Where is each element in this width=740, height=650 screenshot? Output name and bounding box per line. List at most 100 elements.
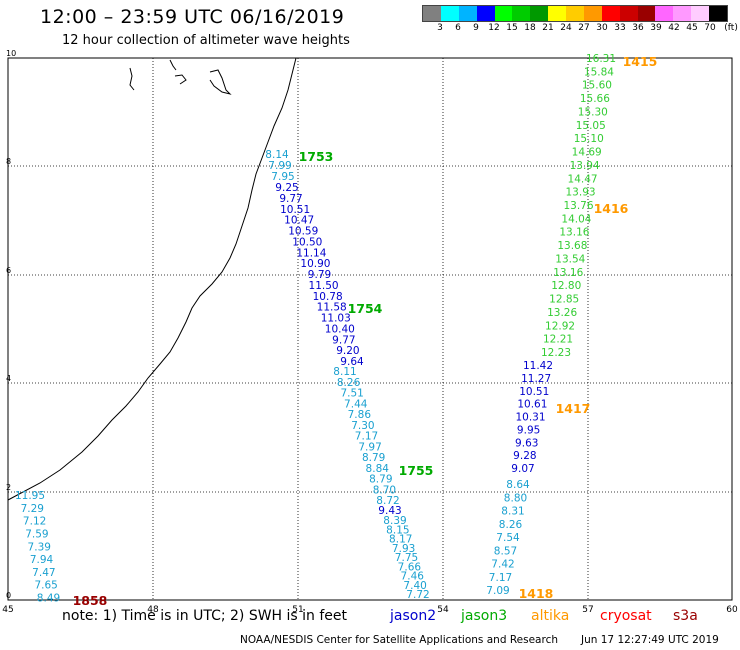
legend-tick-label: 12 — [488, 23, 500, 33]
wave-height-label: 8.70 — [373, 484, 396, 496]
wave-height-label: 10.47 — [284, 215, 314, 227]
legend-swatch — [583, 6, 602, 21]
wave-height-label: 7.94 — [30, 554, 54, 566]
wave-height-label: 14.47 — [568, 173, 598, 185]
altimeter-tracks: 11.957.297.127.597.397.947.477.658.49 8.1… — [15, 53, 616, 605]
wave-height-label: 8.84 — [366, 463, 390, 475]
y-tick-label: 2 — [6, 483, 11, 492]
legend-tick-label: 45 — [686, 23, 698, 33]
legend-swatch — [566, 6, 584, 21]
legend-tick-label: 33 — [614, 23, 626, 33]
wave-height-label: 9.77 — [279, 193, 302, 205]
wave-height-label: 7.39 — [28, 541, 51, 553]
wave-height-label: 15.60 — [582, 80, 612, 92]
legend-swatch — [494, 6, 513, 21]
wave-height-label: 7.65 — [34, 580, 57, 592]
y-tick-label: 4 — [6, 374, 11, 383]
wave-height-label: 9.25 — [275, 182, 298, 194]
wave-height-label: 8.39 — [383, 515, 406, 527]
pass-time-label: 1417 — [556, 401, 591, 416]
wave-height-label: 7.12 — [23, 516, 46, 528]
legend-color-bar — [422, 5, 728, 22]
x-tick-label: 48 — [147, 605, 159, 615]
wave-height-label: 13.16 — [553, 267, 583, 279]
legend-tick-label: 6 — [455, 23, 461, 33]
legend-swatch — [530, 6, 549, 21]
wave-height-label: 11.27 — [521, 373, 551, 385]
y-tick-label: 8 — [6, 157, 11, 166]
wave-height-label: 7.97 — [358, 441, 381, 453]
wave-height-label: 10.51 — [519, 386, 549, 398]
legend-tick-label: 30 — [596, 23, 608, 33]
footer-credit: NOAA/NESDIS Center for Satellite Applica… — [240, 634, 558, 646]
wave-height-label: 13.16 — [559, 227, 589, 239]
wave-height-label: 7.47 — [32, 567, 55, 579]
wave-height-label: 7.54 — [496, 532, 520, 544]
pass-time-label: 1755 — [399, 463, 434, 478]
chart-subtitle: 12 hour collection of altimeter wave hei… — [62, 33, 350, 48]
wave-height-label: 7.17 — [489, 572, 512, 584]
pass-time-label: 1415 — [623, 54, 658, 69]
legend-s3a: s3a — [673, 608, 698, 624]
legend-swatch — [601, 6, 620, 21]
wave-height-label: 7.75 — [395, 552, 418, 564]
wave-height-label: 7.66 — [398, 561, 422, 573]
wave-height-label: 7.40 — [403, 580, 426, 592]
wave-height-label: 15.05 — [576, 120, 606, 132]
legend-labels: 3 6 9 12 15 18 21 24 27 30 33 36 39 42 45 70 (ft) — [422, 23, 738, 37]
wave-height-label: 7.93 — [392, 543, 415, 555]
wave-height-label: 8.26 — [337, 377, 361, 389]
pass-time-label: 1416 — [594, 201, 629, 216]
legend-tick-label: 3 — [437, 23, 443, 33]
wave-height-label: 13.76 — [563, 200, 593, 212]
wave-height-label: 9.64 — [340, 356, 364, 368]
map-grid — [7, 57, 733, 601]
legend-cryosat: cryosat — [600, 608, 652, 624]
wave-height-label: 11.14 — [296, 247, 326, 259]
legend-tick-label: 27 — [578, 23, 590, 33]
x-tick-label: 51 — [292, 605, 303, 615]
wave-height-label: 14.69 — [572, 147, 602, 159]
wave-height-label: 9.43 — [378, 505, 401, 517]
wave-height-label: 13.93 — [566, 187, 596, 199]
chart-title: 12:00 – 23:59 UTC 06/16/2019 — [40, 6, 345, 28]
y-tick-label: 0 — [6, 591, 11, 600]
wave-height-label: 7.59 — [25, 528, 48, 540]
pass-times: 1415 1416 1417 1418 1753 1754 1755 1858 — [73, 54, 658, 608]
legend-swatch — [619, 6, 638, 21]
units-note: note: 1) Time is in UTC; 2) SWH is in fe… — [62, 608, 348, 624]
wave-height-label: 13.94 — [570, 160, 600, 172]
islands — [129, 59, 232, 95]
wave-height-label: 12.23 — [541, 347, 571, 359]
legend-swatch — [423, 6, 441, 21]
wave-height-label: 9.79 — [308, 269, 331, 281]
wave-height-label: 8.57 — [494, 545, 517, 557]
pass-time-label: 1858 — [73, 593, 108, 608]
wave-height-label: 8.79 — [362, 452, 385, 464]
x-tick-label: 60 — [726, 605, 738, 615]
footer-timestamp: Jun 17 12:27:49 UTC 2019 — [581, 634, 719, 646]
wave-height-label: 7.44 — [344, 398, 368, 410]
wave-height-label: 10.61 — [517, 399, 547, 411]
wave-height-label: 8.72 — [376, 495, 399, 507]
legend-swatch — [691, 6, 709, 21]
legend-altika: altika — [531, 608, 570, 624]
wave-height-label: 7.46 — [401, 571, 425, 583]
wave-height-label: 7.72 — [406, 589, 429, 601]
wave-height-label: 12.21 — [543, 334, 573, 346]
legend-tick-label: 70 — [704, 23, 716, 33]
wave-height-label: 10.90 — [300, 258, 330, 270]
wave-height-label: 7.29 — [21, 503, 44, 515]
wave-height-label: 8.15 — [386, 524, 409, 536]
legend-tick-label: 39 — [650, 23, 662, 33]
color-legend: 3 6 9 12 15 18 21 24 27 30 33 36 39 42 45 70 (ft) — [422, 5, 738, 37]
wave-height-label: 7.95 — [271, 171, 294, 183]
wave-height-label: 7.17 — [355, 431, 378, 443]
wave-height-label: 7.30 — [351, 420, 374, 432]
wave-height-label: 8.64 — [506, 479, 530, 491]
x-tick-label: 45 — [2, 605, 13, 615]
wave-height-label: 13.54 — [555, 253, 585, 265]
legend-swatch — [655, 6, 674, 21]
legend-swatch — [476, 6, 495, 21]
